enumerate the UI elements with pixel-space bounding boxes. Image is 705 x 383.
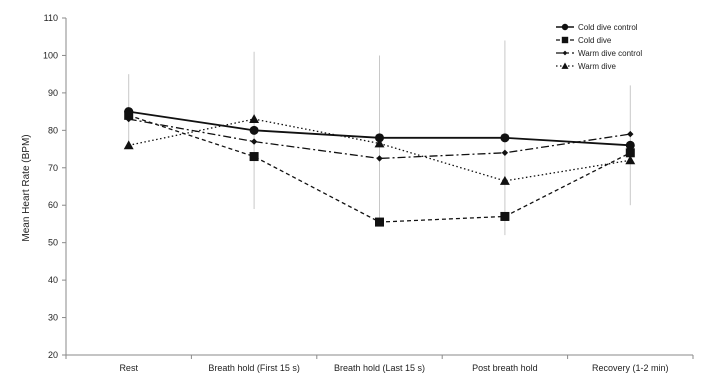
legend-item: Warm dive control	[556, 49, 642, 58]
y-tick-label: 40	[48, 275, 58, 285]
data-point	[625, 148, 635, 158]
y-tick-label: 30	[48, 313, 58, 323]
y-tick-label: 70	[48, 163, 58, 173]
legend-item: Cold dive control	[556, 23, 638, 32]
y-tick-label: 20	[48, 350, 58, 360]
data-point	[501, 149, 509, 156]
x-tick-label: Post breath hold	[472, 363, 538, 373]
x-tick-label: Recovery (1-2 min)	[592, 363, 669, 373]
x-tick-labels: Rest Breath hold (First 15 s) Breath hold …	[119, 363, 668, 373]
data-point	[124, 110, 134, 120]
axes	[62, 17, 694, 359]
y-axis-title: Mean Heart Rate (BPM)	[21, 134, 32, 241]
legend-label: Cold dive	[578, 36, 612, 45]
data-point	[249, 125, 259, 135]
data-point	[249, 114, 260, 124]
y-tick-labels: 20 30 40 50 60 70 80 90 100 110	[43, 13, 58, 360]
legend-swatch-marker	[561, 23, 569, 31]
legend-item: Warm dive	[556, 62, 616, 71]
data-point	[625, 140, 635, 150]
y-tick-label: 80	[48, 125, 58, 135]
legend: Cold dive control Cold dive Warm dive cont…	[556, 23, 642, 71]
data-point	[376, 155, 383, 162]
x-tick-label: Breath hold (First 15 s)	[208, 363, 300, 373]
series-markers	[123, 107, 636, 227]
y-tick-label: 90	[48, 88, 58, 98]
data-point	[375, 133, 384, 143]
legend-item: Cold dive	[556, 36, 612, 45]
legend-swatch-marker	[562, 50, 568, 56]
series-line-warm-dive	[128, 118, 631, 182]
data-point	[123, 140, 134, 150]
legend-swatch-marker	[561, 36, 569, 44]
data-point	[625, 155, 636, 165]
series-line-warm-dive-control	[128, 118, 631, 160]
data-point	[125, 115, 132, 123]
y-tick-label: 100	[43, 50, 58, 60]
x-tick-label: Breath hold (Last 15 s)	[334, 363, 425, 373]
x-tick-label: Rest	[119, 363, 138, 373]
legend-label: Cold dive control	[578, 23, 638, 32]
y-tick-label: 50	[48, 238, 58, 248]
data-point	[375, 217, 384, 227]
data-point	[249, 152, 259, 162]
y-tick-label: 110	[44, 13, 58, 23]
data-point	[250, 138, 258, 145]
data-point	[499, 175, 510, 185]
data-point	[500, 133, 510, 143]
legend-label: Warm dive control	[578, 49, 642, 58]
data-point	[627, 130, 634, 138]
data-point	[374, 138, 385, 148]
y-tick-label: 60	[48, 200, 58, 210]
data-point	[500, 211, 510, 221]
legend-swatch-marker	[561, 62, 569, 69]
legend-label: Warm dive	[578, 62, 616, 71]
